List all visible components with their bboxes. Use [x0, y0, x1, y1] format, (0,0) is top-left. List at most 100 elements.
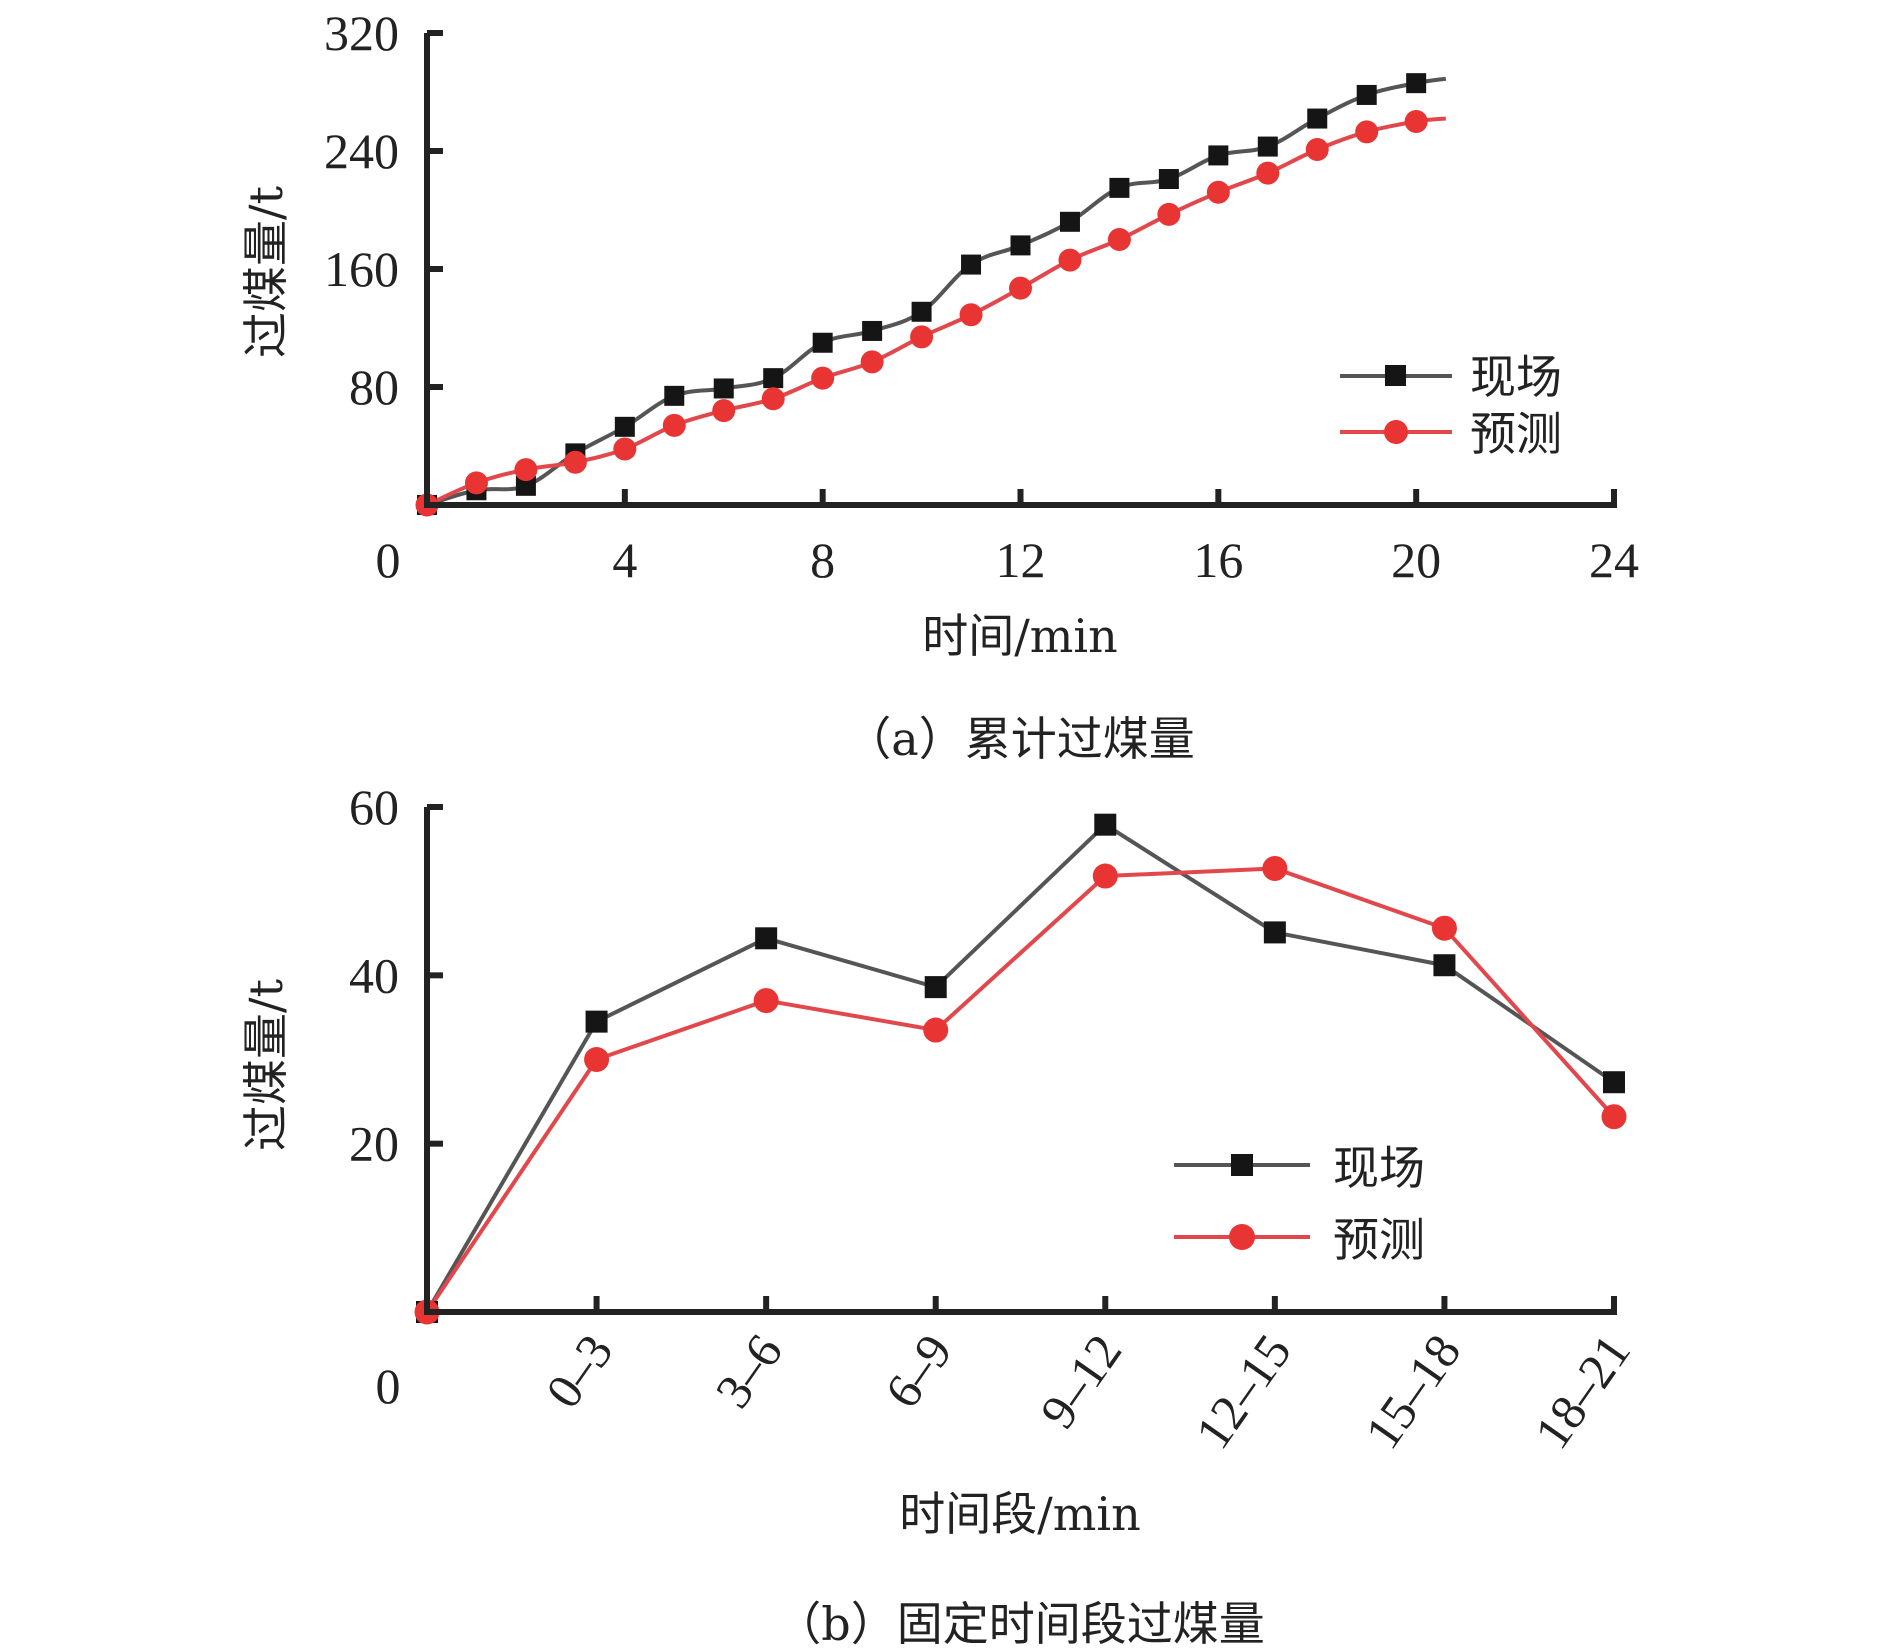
chart-b-y-axis-title: 过煤量/t — [239, 978, 293, 1150]
chart-a-caption: （a）累计过煤量 — [845, 712, 1194, 766]
chart-a-line-predict — [426, 116, 1447, 507]
chart-a-predict-point — [1206, 180, 1230, 204]
chart-b-predict-point — [1092, 863, 1118, 889]
chart-a-predict-point — [1305, 138, 1329, 162]
chart-a-predict-point — [613, 437, 637, 461]
chart-b-field-point — [924, 976, 947, 999]
chart-b-axes — [424, 804, 1617, 1315]
legend-a-predict-circle-marker — [1384, 420, 1408, 444]
chart-b-line-predict — [425, 866, 1616, 1314]
legend-a-predict-label: 预测 — [1470, 407, 1562, 461]
chart-a-predict-point — [1058, 248, 1082, 272]
chart-a-field-point — [614, 416, 635, 437]
chart-b-fixed-interval: 0–3 3–6 6–9 9–12 12–15 15–18 18–21 20 40 60 0 时间… — [239, 779, 1641, 1650]
chart-a-field-point — [1208, 145, 1229, 166]
chart-b-y-tick-labels: 20 40 60 — [349, 779, 399, 1172]
chart-a-y-tick-labels: 80 160 240 320 — [324, 5, 399, 415]
chart-b-y-tick-label: 40 — [349, 947, 399, 1003]
chart-a-predict-point — [860, 350, 884, 374]
chart-a-y-axis-title: 过煤量/t — [239, 185, 293, 357]
chart-a-field-point — [1158, 169, 1179, 190]
chart-b-field-point — [1603, 1071, 1625, 1094]
legend-a-field-label: 现场 — [1470, 350, 1562, 404]
chart-a-field-point — [763, 368, 784, 389]
chart-a-field-point — [961, 254, 982, 275]
chart-b-predict-point — [1431, 915, 1457, 941]
chart-a-x-tick-labels: 0 4 8 12 16 20 24 — [376, 532, 1640, 588]
chart-a-y-tick-label: 320 — [324, 5, 399, 61]
chart-a-x-tick-label: 4 — [612, 532, 637, 588]
chart-a-series-lines — [426, 76, 1447, 507]
chart-a-field-point — [1257, 136, 1278, 157]
chart-a-predict-point — [1157, 202, 1181, 226]
chart-a-predict-point — [1256, 161, 1280, 185]
chart-a-x-axis-title: 时间/min — [922, 609, 1117, 663]
chart-a-cumulative: 0 4 8 12 16 20 24 80 160 240 320 时间/min 过煤量/t 现场 … — [239, 5, 1639, 766]
chart-a-predict-point — [959, 303, 983, 327]
chart-b-y-tick-label: 60 — [349, 779, 399, 835]
legend-b-predict-circle-marker — [1229, 1224, 1255, 1250]
chart-b-predict-point — [923, 1017, 949, 1043]
chart-b-predict-point — [1601, 1104, 1627, 1130]
chart-b-predict-point — [584, 1047, 610, 1072]
chart-b-x-tick-label: 18–21 — [1523, 1324, 1641, 1459]
chart-a-predict-point — [910, 325, 934, 349]
chart-b-x-tick-label: 12–15 — [1184, 1324, 1302, 1459]
chart-a-y-tick-label: 160 — [324, 241, 399, 297]
chart-a-x-tick-label: 8 — [810, 532, 835, 588]
legend-a-field-square-marker — [1385, 365, 1406, 386]
chart-b-x-axis-title: 时间段/min — [899, 1487, 1140, 1541]
chart-a-predict-point — [1404, 110, 1428, 133]
chart-a-field-point — [515, 475, 536, 496]
chart-a-y-tick-label: 240 — [324, 123, 399, 179]
chart-b-series-markers — [414, 813, 1627, 1325]
chart-a-x-tick-label: 24 — [1589, 532, 1639, 588]
chart-a-field-point — [1307, 108, 1328, 129]
chart-a-field-point — [713, 378, 734, 399]
chart-a-field-point — [1356, 84, 1377, 105]
chart-a-field-point — [862, 320, 883, 341]
legend-b-predict-label: 预测 — [1333, 1213, 1425, 1267]
legend-b-field-square-marker — [1231, 1154, 1253, 1176]
chart-a-series-markers — [415, 73, 1428, 517]
chart-a-x-tick-label: 16 — [1193, 532, 1243, 588]
chart-a-axes — [424, 30, 1617, 508]
chart-a-field-point — [1059, 211, 1080, 232]
chart-b-predict-point — [1262, 855, 1288, 881]
chart-a-predict-point — [1009, 276, 1032, 300]
chart-a-predict-point — [464, 471, 488, 495]
chart-b-x-tick-label: 3–6 — [704, 1324, 793, 1418]
chart-a-predict-point — [712, 399, 736, 423]
chart-a-x-tick-label: 0 — [376, 532, 401, 588]
chart-b-predict-point — [753, 988, 779, 1014]
chart-b-legend: 现场 预测 — [1174, 1141, 1425, 1267]
chart-b-caption: （b）固定时间段过煤量 — [775, 1597, 1264, 1650]
chart-b-x-tick-label: 9–12 — [1029, 1324, 1132, 1438]
chart-a-predict-point — [1355, 120, 1379, 144]
chart-b-x-tick-label: 0–3 — [535, 1324, 624, 1418]
chart-a-predict-point — [662, 413, 686, 437]
chart-a-predict-point — [811, 366, 835, 390]
chart-b-field-point — [1094, 813, 1117, 836]
chart-a-predict-point — [761, 387, 785, 411]
chart-a-field-point — [664, 385, 685, 406]
chart-a-field-point — [1010, 235, 1031, 256]
chart-b-origin-label: 0 — [376, 1358, 401, 1414]
chart-b-x-tick-labels: 0–3 3–6 6–9 9–12 12–15 15–18 18–21 — [535, 1324, 1641, 1459]
chart-a-y-tick-label: 80 — [349, 359, 399, 415]
chart-a-field-point — [1406, 73, 1427, 94]
chart-a-predict-point — [1107, 228, 1131, 251]
chart-b-field-point — [1433, 954, 1456, 977]
chart-b-field-point — [755, 927, 778, 950]
chart-a-field-point — [812, 332, 833, 353]
chart-a-x-tick-label: 20 — [1391, 532, 1441, 588]
chart-b-x-tick-label: 15–18 — [1354, 1324, 1472, 1459]
chart-a-legend: 现场 预测 — [1340, 350, 1562, 461]
chart-a-line-field — [426, 76, 1447, 507]
chart-b-y-tick-label: 20 — [349, 1116, 399, 1172]
chart-a-predict-point — [563, 450, 587, 474]
chart-b-field-point — [1263, 921, 1286, 944]
legend-b-field-label: 现场 — [1333, 1141, 1425, 1195]
chart-b-x-tick-label: 6–9 — [874, 1324, 963, 1418]
chart-a-field-point — [911, 301, 932, 322]
